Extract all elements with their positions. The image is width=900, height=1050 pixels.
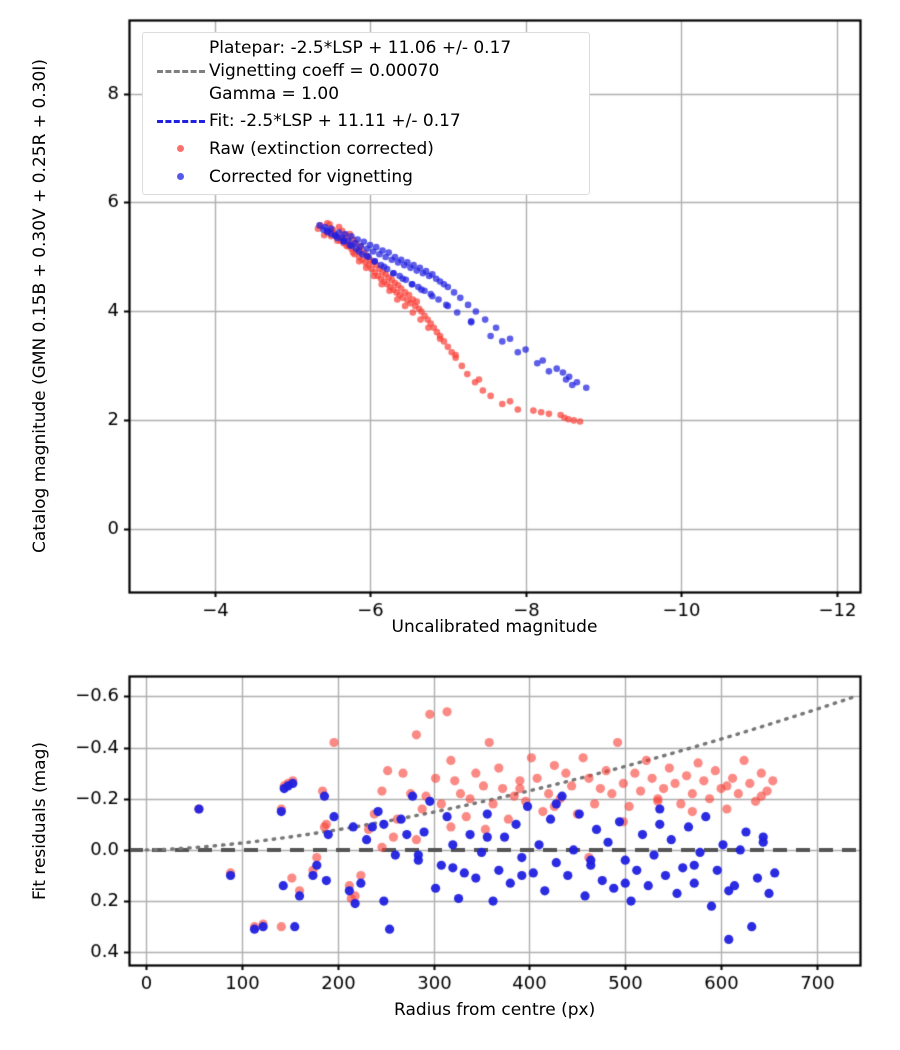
legend-handle-dashed-blue — [153, 110, 209, 132]
legend-entry-gamma: Gamma = 1.00 — [143, 83, 589, 106]
legend-label-raw: Raw (extinction corrected) — [209, 139, 434, 159]
legend-entry-raw: Raw (extinction corrected) — [143, 138, 589, 161]
top-plot-legend: Platepar: -2.5*LSP + 11.06 +/- 0.17 Vign… — [142, 32, 590, 195]
legend-entry-platepar: Platepar: -2.5*LSP + 11.06 +/- 0.17 — [143, 37, 589, 60]
top-plot-y-axis-label: Catalog magnitude (GMN 0.15B + 0.30V + 0… — [30, 59, 50, 553]
bottom-plot-x-axis-label: Radius from centre (px) — [394, 1000, 596, 1020]
dashed-blue-line-icon — [157, 120, 205, 123]
legend-entry-vignetting-coeff: Vignetting coeff = 0.00070 — [143, 60, 589, 83]
legend-label-platepar: Platepar: -2.5*LSP + 11.06 +/- 0.17 — [209, 38, 512, 58]
dashed-gray-line-icon — [157, 70, 205, 73]
legend-entry-fit: Fit: -2.5*LSP + 11.11 +/- 0.17 — [143, 110, 589, 133]
legend-handle-dashed-gray — [153, 60, 209, 82]
legend-handle-gamma — [153, 83, 209, 105]
legend-entry-corrected: Corrected for vignetting — [143, 166, 589, 189]
blue-dot-marker-icon — [177, 173, 184, 180]
legend-label-gamma: Gamma = 1.00 — [209, 84, 340, 104]
legend-handle-platepar — [153, 37, 209, 59]
top-plot-x-axis-label: Uncalibrated magnitude — [391, 617, 598, 637]
legend-label-vignetting-coeff: Vignetting coeff = 0.00070 — [209, 61, 440, 81]
red-dot-marker-icon — [177, 145, 184, 152]
legend-handle-red-dot — [153, 138, 209, 160]
legend-label-corrected: Corrected for vignetting — [209, 167, 413, 187]
legend-handle-blue-dot — [153, 166, 209, 188]
bottom-plot-y-axis-label: Fit residuals (mag) — [30, 741, 50, 900]
legend-label-fit: Fit: -2.5*LSP + 11.11 +/- 0.17 — [209, 111, 461, 131]
